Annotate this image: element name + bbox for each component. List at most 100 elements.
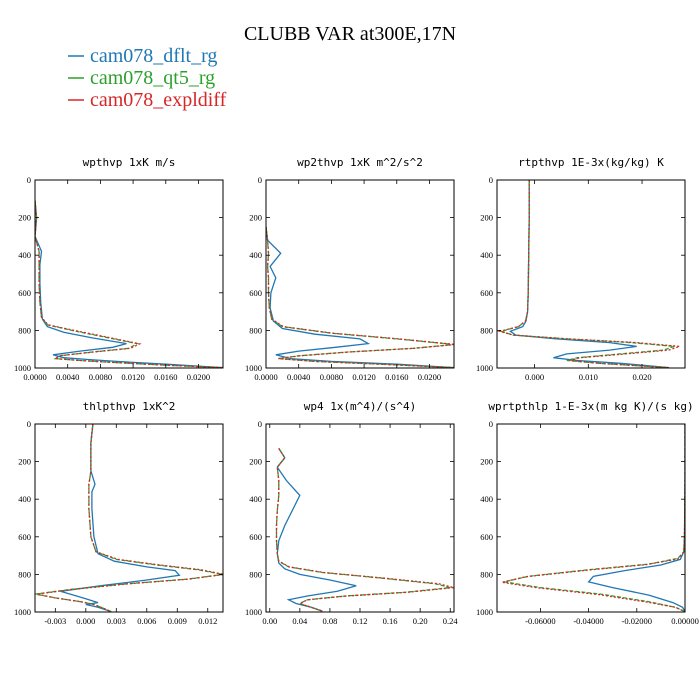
- y-tick-label: 0: [489, 419, 493, 429]
- y-tick-label: 800: [249, 325, 262, 335]
- x-tick-label: 0.0000: [23, 372, 46, 382]
- x-tick-label: 0.000: [525, 372, 544, 382]
- y-tick-label: 600: [480, 532, 493, 542]
- legend-label: cam078_expldiff: [90, 89, 227, 111]
- profile-line: [266, 226, 454, 368]
- x-tick-label: 0.0080: [320, 372, 343, 382]
- profile-line: [266, 226, 454, 368]
- profile-panel: wp2thvp 1xK m^2/s^2 0 200 400 600 800 1000 0.00…: [245, 156, 455, 382]
- y-tick-label: 200: [18, 457, 31, 467]
- x-tick-label: 0.20: [413, 616, 428, 626]
- y-tick-label: 600: [249, 288, 262, 298]
- profile-line: [60, 424, 181, 612]
- plot-frame: [265, 179, 455, 369]
- y-tick-label: 200: [249, 457, 262, 467]
- profile-line: [499, 180, 675, 368]
- y-tick-label: 200: [249, 213, 262, 223]
- x-tick-label: 0.04: [292, 616, 308, 626]
- profile-line: [275, 448, 451, 612]
- profile-line: [275, 448, 454, 612]
- x-tick-label: 0.0040: [56, 372, 79, 382]
- y-tick-label: 400: [18, 494, 31, 504]
- plot-frame: [265, 423, 455, 613]
- series-group: [501, 424, 685, 612]
- panel-title: thlpthvp 1xK^2: [83, 400, 176, 413]
- profile-line: [587, 424, 685, 612]
- x-tick-label: 0.0120: [121, 372, 144, 382]
- profile-line: [509, 180, 669, 368]
- profile-line: [501, 424, 685, 612]
- profile-line: [504, 424, 685, 612]
- profile-line: [35, 424, 223, 612]
- y-tick-label: 800: [480, 325, 493, 335]
- y-tick-label: 0: [258, 175, 262, 185]
- y-tick-label: 800: [480, 569, 493, 579]
- y-tick-label: 1000: [476, 363, 493, 373]
- y-tick-label: 400: [18, 250, 31, 260]
- profile-line: [276, 448, 357, 612]
- legend-label: cam078_dflt_rg: [90, 45, 217, 67]
- x-tick-label: 0.0160: [385, 372, 408, 382]
- profile-line: [35, 200, 223, 368]
- y-tick-label: 1000: [245, 363, 262, 373]
- y-tick-label: 200: [480, 213, 493, 223]
- x-tick-label: -0.003: [44, 616, 66, 626]
- x-tick-label: 0.009: [168, 616, 187, 626]
- y-tick-label: 0: [258, 419, 262, 429]
- x-tick-label: -0.04000: [573, 616, 603, 626]
- plot-frame: [496, 423, 686, 613]
- y-tick-label: 200: [480, 457, 493, 467]
- profile-panel: thlpthvp 1xK^2 0 200 400 600 800 1000 -0.003 0.0…: [14, 400, 224, 626]
- x-tick-label: 0.16: [383, 616, 398, 626]
- y-tick-label: 600: [18, 532, 31, 542]
- y-tick-label: 800: [249, 569, 262, 579]
- x-tick-label: 0.0120: [352, 372, 375, 382]
- profile-line: [35, 200, 223, 368]
- profile-line: [36, 424, 223, 612]
- legend-label: cam078_qt5_rg: [90, 67, 215, 89]
- x-tick-label: 0.0040: [287, 372, 310, 382]
- x-tick-label: 0.010: [579, 372, 598, 382]
- x-tick-label: 0.12: [353, 616, 368, 626]
- y-tick-label: 1000: [245, 607, 262, 617]
- y-tick-label: 0: [489, 175, 493, 185]
- panel-title: wprtpthlp 1-E-3x(m kg K)/(s kg): [488, 400, 693, 413]
- panel-title: rtpthvp 1E-3x(kg/kg) K: [518, 156, 664, 169]
- y-tick-label: 600: [480, 288, 493, 298]
- plot-frame: [34, 179, 224, 369]
- series-group: [497, 180, 680, 368]
- y-tick-label: 600: [249, 532, 262, 542]
- x-tick-label: 0.006: [137, 616, 156, 626]
- x-tick-label: 0.00: [262, 616, 277, 626]
- y-tick-label: 800: [18, 325, 31, 335]
- panel-title: wp2thvp 1xK m^2/s^2: [297, 156, 423, 169]
- panel-title: wp4 1x(m^4)/(s^4): [304, 400, 417, 413]
- profile-line: [35, 200, 223, 368]
- legend: cam078_dflt_rgcam078_qt5_rgcam078_expldi…: [68, 45, 227, 111]
- x-tick-label: -0.02000: [622, 616, 652, 626]
- x-tick-label: 0.08: [322, 616, 337, 626]
- x-tick-label: 0.000: [76, 616, 95, 626]
- x-tick-label: 0.00000: [671, 616, 699, 626]
- profile-panel: wprtpthlp 1-E-3x(m kg K)/(s kg) 0 200 400 60…: [476, 400, 699, 626]
- profile-line: [497, 180, 680, 368]
- series-group: [35, 424, 223, 612]
- y-tick-label: 0: [27, 175, 31, 185]
- figure-title: CLUBB VAR at300E,17N: [244, 23, 456, 45]
- x-tick-label: 0.24: [443, 616, 459, 626]
- x-tick-label: 0.012: [198, 616, 217, 626]
- y-tick-label: 400: [249, 250, 262, 260]
- series-group: [275, 448, 454, 612]
- x-tick-label: 0.0200: [418, 372, 441, 382]
- legend-entry: cam078_dflt_rg: [68, 45, 217, 67]
- y-tick-label: 1000: [14, 363, 31, 373]
- series-group: [35, 200, 223, 368]
- panel-title: wpthvp 1xK m/s: [83, 156, 176, 169]
- y-tick-label: 800: [18, 569, 31, 579]
- y-tick-label: 200: [18, 213, 31, 223]
- y-tick-label: 1000: [14, 607, 31, 617]
